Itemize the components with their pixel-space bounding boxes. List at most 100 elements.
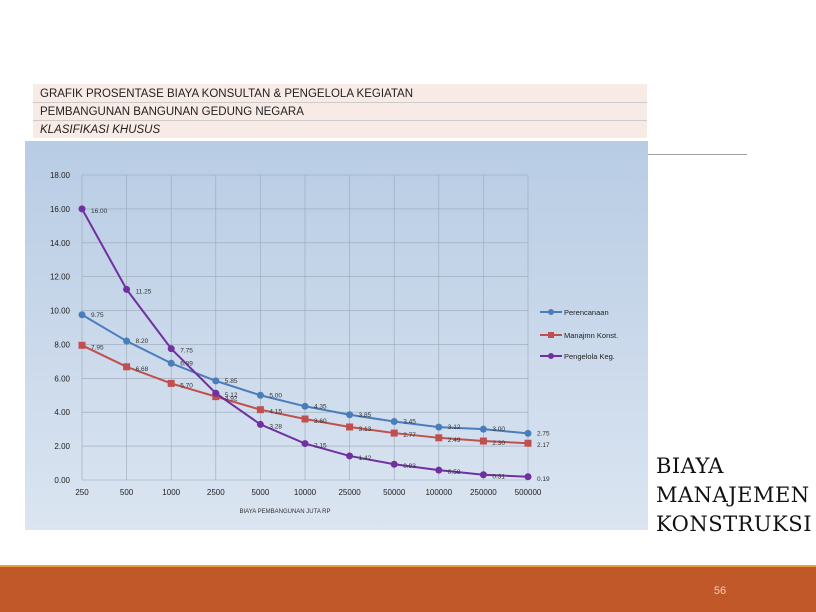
data-label: 7.75 <box>180 348 193 355</box>
data-point <box>256 406 264 414</box>
data-point <box>123 363 131 371</box>
data-point <box>524 429 532 437</box>
data-label: 2.15 <box>314 443 327 450</box>
slide-title-line: KONSTRUKSI <box>656 512 812 536</box>
data-point <box>167 379 175 387</box>
y-tick-label: 18.00 <box>50 171 71 180</box>
data-point <box>167 359 175 367</box>
data-label: 4.92 <box>225 396 238 403</box>
slide-title-line: MANAJEMEN <box>656 483 810 507</box>
data-point <box>390 429 398 437</box>
header-title-line-2: PEMBANGUNAN BANGUNAN GEDUNG NEGARA <box>40 106 304 118</box>
data-label: 8.20 <box>136 338 149 345</box>
data-label: 0.31 <box>492 474 505 481</box>
data-point <box>212 389 220 397</box>
legend-entry: Pengelola Keg. <box>564 352 615 361</box>
decorative-rule <box>647 154 747 155</box>
data-label: 2.49 <box>448 437 461 444</box>
page-number: 56 <box>713 585 727 597</box>
x-tick-label: 10000 <box>294 488 317 497</box>
y-tick-label: 16.00 <box>50 205 71 214</box>
footer-bar <box>0 567 816 612</box>
data-point <box>301 440 309 448</box>
chart-header <box>33 84 647 138</box>
x-tick-label: 100000 <box>425 488 452 497</box>
x-tick-label: 250 <box>75 488 89 497</box>
x-tick-label: 5000 <box>252 488 270 497</box>
data-point <box>390 418 398 426</box>
data-label: 1.42 <box>359 455 372 462</box>
data-point <box>256 391 264 399</box>
data-label: 2.17 <box>537 442 550 449</box>
data-label: 5.85 <box>225 378 238 385</box>
y-tick-label: 10.00 <box>50 307 71 316</box>
data-point <box>78 205 86 213</box>
x-axis-label: BIAYA PEMBANGUNAN JUTA RP <box>239 509 330 515</box>
data-label: 3.00 <box>492 426 505 433</box>
data-label: 3.85 <box>359 412 372 419</box>
data-label: 2.77 <box>403 432 416 439</box>
data-label: 0.93 <box>403 463 416 470</box>
x-tick-label: 25000 <box>338 488 361 497</box>
data-label: 5.00 <box>269 392 282 399</box>
data-point <box>301 402 309 410</box>
data-point <box>479 425 487 433</box>
data-label: 5.12 <box>225 392 238 399</box>
data-point <box>390 460 398 468</box>
data-point <box>435 434 443 442</box>
data-label: 16.00 <box>91 208 108 215</box>
data-point <box>346 411 354 419</box>
y-tick-label: 14.00 <box>50 239 71 248</box>
x-tick-label: 500 <box>120 488 134 497</box>
footer-accent <box>0 565 816 568</box>
data-point <box>435 423 443 431</box>
data-label: 11.25 <box>136 288 152 295</box>
y-tick-label: 0.00 <box>54 476 70 485</box>
legend-entry: Manajmn Konst. <box>564 331 618 340</box>
data-point <box>78 341 86 349</box>
data-label: 2.75 <box>537 430 550 437</box>
data-label: 2.30 <box>492 440 505 447</box>
data-point <box>301 415 309 423</box>
data-point <box>212 377 220 385</box>
data-label: 0.19 <box>537 476 550 483</box>
header-title-line-1: GRAFIK PROSENTASE BIAYA KONSULTAN & PENG… <box>40 88 413 100</box>
y-tick-label: 4.00 <box>54 408 70 417</box>
x-tick-label: 50000 <box>383 488 406 497</box>
data-point <box>435 466 443 474</box>
legend-swatch-marker <box>548 309 554 315</box>
data-label: 3.28 <box>269 423 282 430</box>
data-label: 6.68 <box>136 366 149 373</box>
data-point <box>123 285 131 293</box>
x-tick-label: 1000 <box>162 488 180 497</box>
data-point <box>167 345 175 353</box>
data-point <box>524 439 532 447</box>
data-label: 0.58 <box>448 469 461 476</box>
data-label: 5.70 <box>180 382 193 389</box>
y-tick-label: 12.00 <box>50 273 71 282</box>
data-point <box>346 452 354 460</box>
legend-swatch-marker <box>548 353 554 359</box>
data-point <box>479 437 487 445</box>
data-label: 9.75 <box>91 312 104 319</box>
slide-title-line: BIAYA <box>656 454 724 478</box>
data-point <box>123 337 131 345</box>
x-tick-label: 250000 <box>470 488 497 497</box>
data-label: 7.95 <box>91 344 104 351</box>
header-divider <box>33 102 647 103</box>
data-point <box>346 423 354 431</box>
x-tick-label: 2500 <box>207 488 225 497</box>
header-classification: KLASIFIKASI KHUSUS <box>40 124 161 136</box>
x-tick-label: 500000 <box>515 488 542 497</box>
data-label: 3.45 <box>403 419 416 426</box>
data-label: 4.35 <box>314 403 327 410</box>
data-point <box>524 473 532 481</box>
legend-entry: Perencanaan <box>564 308 609 317</box>
y-tick-label: 8.00 <box>54 340 70 349</box>
data-label: 3.13 <box>359 426 372 433</box>
header-divider <box>33 120 647 121</box>
legend-swatch-marker <box>548 332 554 338</box>
y-tick-label: 6.00 <box>54 374 70 383</box>
data-label: 3.12 <box>448 424 461 431</box>
y-tick-label: 2.00 <box>54 442 70 451</box>
